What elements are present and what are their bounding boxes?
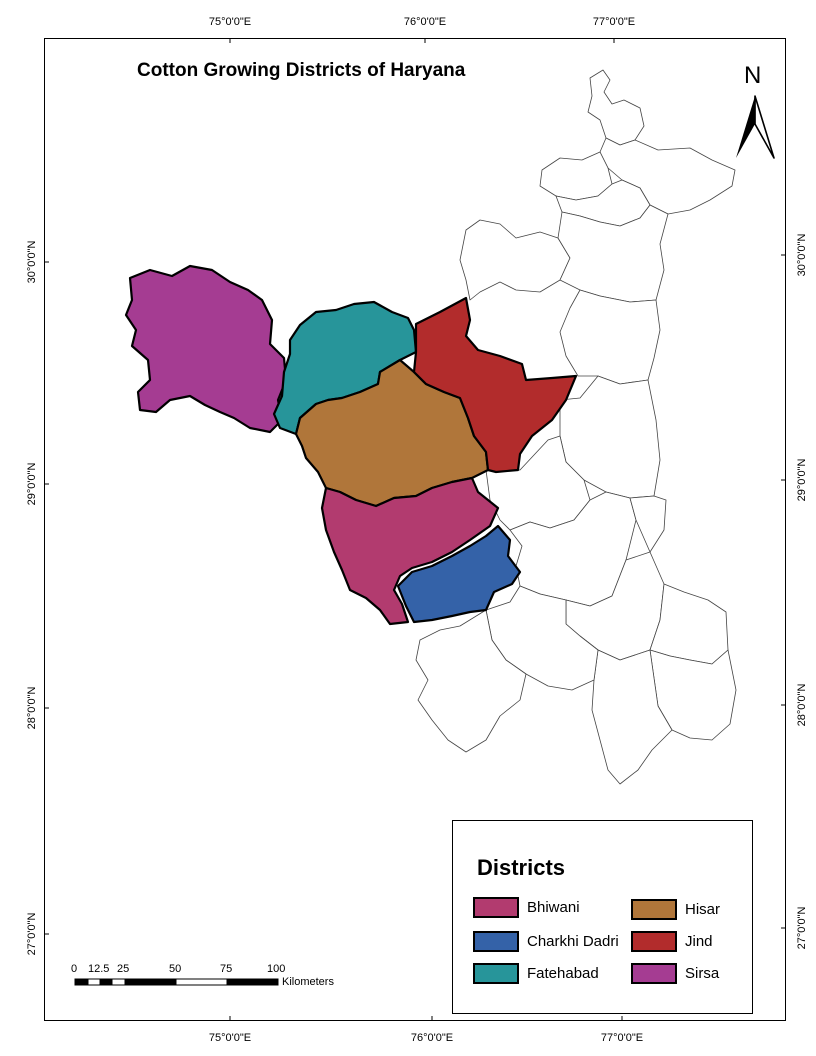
- legend-swatch: [473, 930, 519, 952]
- district-bhiwani: [320, 476, 500, 626]
- district-outline-yamunanagar: [599, 137, 736, 215]
- lon-label-top-75: 75°0'0"E: [208, 16, 252, 28]
- legend-swatch: [631, 962, 677, 984]
- legend-swatch: [631, 930, 677, 952]
- north-label: N: [744, 62, 762, 89]
- legend-swatch: [473, 962, 519, 984]
- scale-tick-50: 50: [169, 963, 182, 975]
- district-jind: [412, 296, 578, 474]
- legend-label: Bhiwani: [527, 898, 580, 916]
- scale-bar: [74, 978, 279, 986]
- scale-unit: Kilometers: [282, 976, 334, 988]
- district-outline-panipat: [559, 289, 661, 385]
- lon-label-top-76: 76°0'0"E: [403, 16, 447, 28]
- legend-item-fatehabad: Fatehabad: [473, 961, 599, 985]
- lon-label-bottom-75: 75°0'0"E: [208, 1032, 252, 1044]
- district-outline-panchkula: [587, 69, 645, 146]
- legend-label: Jind: [685, 932, 713, 950]
- other-districts: [415, 69, 737, 785]
- legend: Districts Bhiwani Hisar Charkhi Dadri Ji…: [452, 820, 753, 1014]
- map-title: Cotton Growing Districts of Haryana: [137, 60, 466, 81]
- legend-swatch: [473, 896, 519, 918]
- legend-item-bhiwani: Bhiwani: [473, 895, 580, 919]
- north-arrow-icon: [736, 95, 775, 159]
- district-charkhi-dadri: [396, 524, 522, 624]
- scale-tick-12-5: 12.5: [88, 963, 110, 975]
- district-outline-karnal: [557, 204, 669, 303]
- legend-item-charkhi-dadri: Charkhi Dadri: [473, 929, 619, 953]
- legend-label: Hisar: [685, 900, 721, 918]
- legend-swatch: [631, 898, 677, 920]
- district-outline-nuh: [591, 649, 673, 785]
- scale-tick-75: 75: [220, 963, 233, 975]
- legend-title: Districts: [477, 855, 566, 880]
- legend-label: Sirsa: [685, 964, 720, 982]
- scale-tick-100: 100: [267, 963, 286, 975]
- lon-label-bottom-76: 76°0'0"E: [410, 1032, 454, 1044]
- district-sirsa: [124, 264, 288, 434]
- cotton-districts: [124, 264, 578, 626]
- legend-item-sirsa: Sirsa: [631, 961, 719, 985]
- lon-label-top-77: 77°0'0"E: [592, 16, 636, 28]
- legend-item-hisar: Hisar: [631, 897, 720, 921]
- legend-label: Fatehabad: [527, 964, 599, 982]
- graticule-ticks: [44, 38, 786, 1021]
- district-outline-mahendragarh: [415, 609, 527, 753]
- scale-tick-25: 25: [117, 963, 130, 975]
- district-outline-kaithal: [459, 219, 571, 301]
- map-frame: [44, 38, 786, 1021]
- legend-item-jind: Jind: [631, 929, 713, 953]
- lon-label-bottom-77: 77°0'0"E: [600, 1032, 644, 1044]
- scale-tick-0: 0: [71, 963, 78, 975]
- district-outline-delhi-edge: [629, 495, 667, 553]
- legend-label: Charkhi Dadri: [527, 932, 619, 950]
